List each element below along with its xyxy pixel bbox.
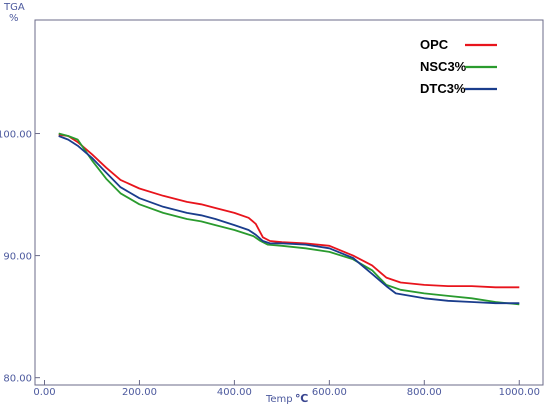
legend-label: OPC — [420, 37, 449, 52]
y-tick-label: 100.00 — [0, 130, 32, 141]
x-axis: 0.00 200.00 400.00 600.00 800.00 1000.00 — [33, 380, 540, 398]
x-tick-label: 400.00 — [217, 387, 252, 398]
legend-label: DTC3% — [420, 81, 466, 96]
legend: OPC NSC3% DTC3% — [420, 37, 497, 96]
y-axis: 80.00 90.00 100.00 — [0, 130, 40, 385]
plot-area — [34, 19, 544, 386]
x-tick-label: 800.00 — [407, 387, 442, 398]
series-line-opc — [58, 133, 520, 289]
x-tick-label: 1000.00 — [499, 387, 540, 398]
plot-border — [34, 19, 544, 386]
x-axis-unit: ℃ — [295, 392, 308, 405]
x-tick-label: 600.00 — [312, 387, 347, 398]
series-line-dtc3 — [58, 135, 520, 305]
y-axis-label: TGA — [3, 2, 25, 13]
y-axis-unit: % — [9, 13, 19, 24]
series-line-nsc3 — [58, 132, 520, 306]
series-lines — [58, 132, 520, 306]
x-tick-label: 200.00 — [122, 387, 157, 398]
y-tick-label: 80.00 — [3, 374, 32, 385]
x-tick-label: 0.00 — [33, 387, 55, 398]
y-tick-label: 90.00 — [3, 252, 32, 263]
legend-label: NSC3% — [420, 59, 467, 74]
x-axis-label: Temp — [265, 394, 293, 405]
